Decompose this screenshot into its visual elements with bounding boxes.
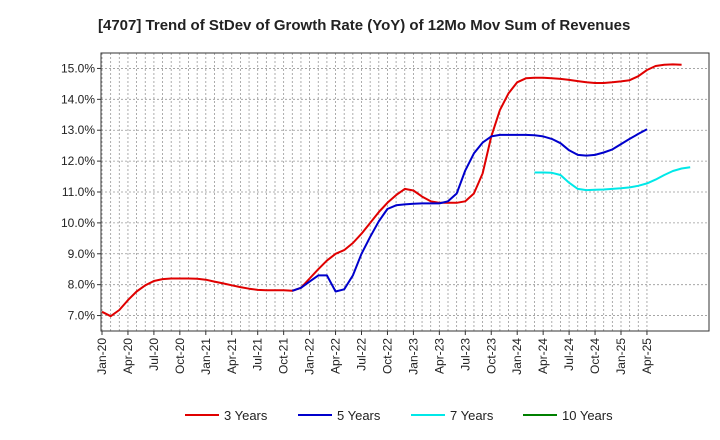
y-tick-label: 12.0% xyxy=(61,154,95,168)
x-axis-ticks: Jan-20 Apr-20 Jul-20 Oct-20 Jan-21 Apr-21 Jul-… xyxy=(95,331,654,375)
x-tick-label: Jan-25 xyxy=(614,338,628,375)
x-tick-label: Jul-20 xyxy=(147,338,161,371)
gridlines xyxy=(101,53,709,331)
x-tick-label: Jul-24 xyxy=(562,338,576,371)
x-tick-label: Apr-23 xyxy=(432,338,446,374)
series-line-7-years xyxy=(534,166,691,192)
x-tick-label: Jan-20 xyxy=(95,338,109,375)
x-tick-label: Jan-24 xyxy=(510,338,524,375)
y-tick-label: 7.0% xyxy=(68,309,96,323)
series-lines xyxy=(101,63,691,318)
x-tick-label: Apr-24 xyxy=(536,338,550,374)
x-tick-label: Apr-22 xyxy=(329,338,343,374)
y-tick-label: 10.0% xyxy=(61,216,95,230)
y-tick-label: 13.0% xyxy=(61,123,95,137)
series-line-5-years xyxy=(291,128,648,293)
y-tick-label: 8.0% xyxy=(68,278,96,292)
series-line-3-years xyxy=(101,63,682,318)
y-axis-ticks: 7.0% 8.0% 9.0% 10.0% 11.0% 12.0% 13.0% 14.0% 15.… xyxy=(61,61,101,323)
y-tick-label: 11.0% xyxy=(62,185,95,199)
x-tick-label: Apr-21 xyxy=(225,338,239,374)
x-tick-label: Jan-21 xyxy=(199,338,213,375)
x-tick-label: Jan-23 xyxy=(406,338,420,375)
y-tick-label: 9.0% xyxy=(68,247,96,261)
x-tick-label: Oct-22 xyxy=(380,338,394,374)
y-tick-label: 14.0% xyxy=(61,92,95,106)
x-tick-label: Jul-23 xyxy=(458,338,472,371)
x-tick-label: Jul-22 xyxy=(355,338,369,371)
x-tick-label: Oct-20 xyxy=(173,338,187,374)
x-tick-label: Apr-20 xyxy=(121,338,135,374)
x-tick-label: Oct-21 xyxy=(277,338,291,374)
y-tick-label: 15.0% xyxy=(61,61,95,75)
legend-label: 10 Years xyxy=(562,408,613,423)
x-tick-label: Jan-22 xyxy=(303,338,317,375)
x-tick-label: Jul-21 xyxy=(251,338,265,371)
legend-label: 5 Years xyxy=(337,408,381,423)
legend-label: 3 Years xyxy=(224,408,268,423)
x-tick-label: Oct-24 xyxy=(588,338,602,374)
x-tick-label: Apr-25 xyxy=(640,338,654,374)
x-tick-label: Oct-23 xyxy=(484,338,498,374)
chart-title: [4707] Trend of StDev of Growth Rate (Yo… xyxy=(98,17,630,34)
legend-label: 7 Years xyxy=(450,408,494,423)
legend: 3 Years 5 Years 7 Years 10 Years xyxy=(185,408,613,423)
